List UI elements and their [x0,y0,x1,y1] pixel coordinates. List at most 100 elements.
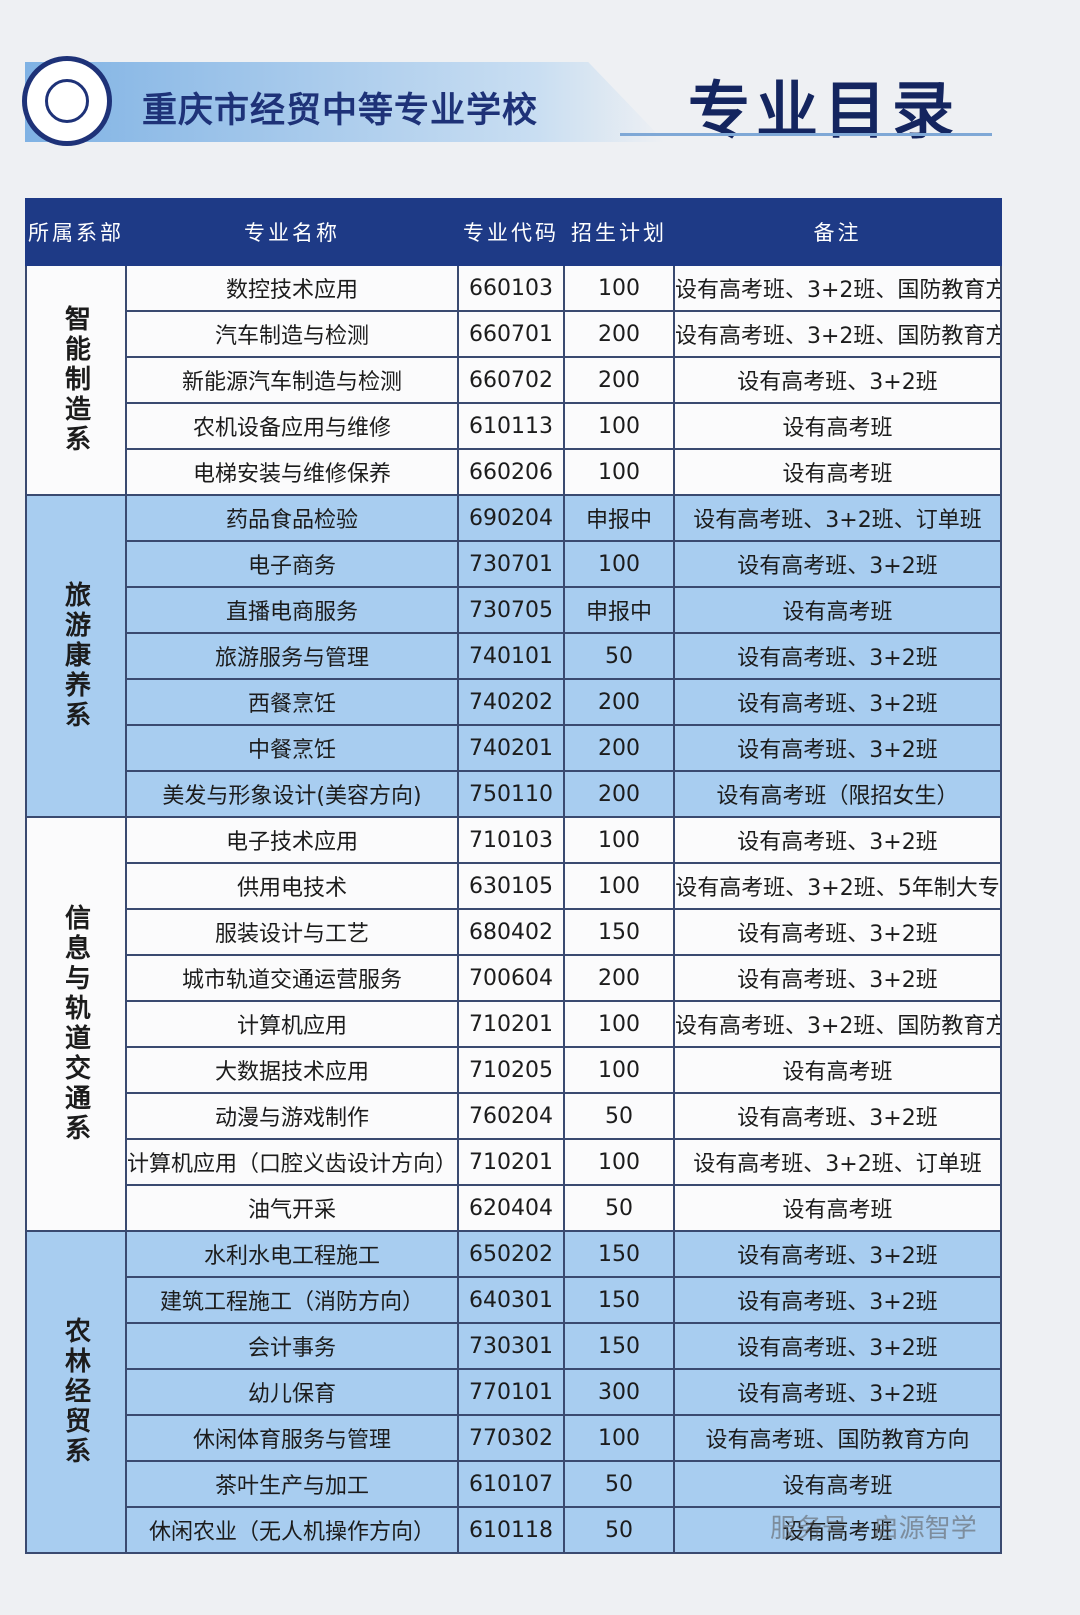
remark: 设有高考班、3+2班 [673,1368,1002,1416]
enrollment-plan: 200 [563,356,675,404]
major-code: 760204 [457,1092,565,1140]
enrollment-plan: 50 [563,1460,675,1508]
major-code: 740202 [457,678,565,726]
major-name: 茶叶生产与加工 [125,1460,459,1508]
enrollment-plan: 200 [563,770,675,818]
major-name: 电子技术应用 [125,816,459,864]
major-code: 660206 [457,448,565,496]
department: 旅游康养系 [25,494,127,818]
enrollment-plan: 申报中 [563,494,675,542]
enrollment-plan: 100 [563,1046,675,1094]
major-name: 水利水电工程施工 [125,1230,459,1278]
remark: 设有高考班、3+2班、国防教育方向 [673,310,1002,358]
enrollment-plan: 100 [563,816,675,864]
major-code: 650202 [457,1230,565,1278]
remark: 设有高考班、3+2班 [673,908,1002,956]
major-code: 640301 [457,1276,565,1324]
major-code: 710205 [457,1046,565,1094]
major-name: 休闲体育服务与管理 [125,1414,459,1462]
enrollment-plan: 100 [563,264,675,312]
major-code: 770302 [457,1414,565,1462]
major-code: 740201 [457,724,565,772]
remark: 设有高考班（限招女生） [673,770,1002,818]
table-row: 汽车制造与检测 660701 200 设有高考班、3+2班、国防教育方向 [26,310,1002,358]
enrollment-plan: 300 [563,1368,675,1416]
major-name: 大数据技术应用 [125,1046,459,1094]
table-row: 美发与形象设计(美容方向) 750110 200 设有高考班（限招女生） [26,770,1002,818]
table-row: 会计事务 730301 150 设有高考班、3+2班 [26,1322,1002,1370]
table-row: 城市轨道交通运营服务 700604 200 设有高考班、3+2班 [26,954,1002,1002]
remark: 设有高考班、3+2班 [673,1322,1002,1370]
column-header: 招生计划 [563,198,675,266]
table-row: 电梯安装与维修保养 660206 100 设有高考班 [26,448,1002,496]
enrollment-plan: 申报中 [563,586,675,634]
major-name: 动漫与游戏制作 [125,1092,459,1140]
remark: 设有高考班、3+2班 [673,1230,1002,1278]
enrollment-plan: 50 [563,1506,675,1554]
major-name: 农机设备应用与维修 [125,402,459,450]
remark: 设有高考班、3+2班 [673,1276,1002,1324]
major-code: 710201 [457,1138,565,1186]
school-name: 重庆市经贸中等专业学校 [142,90,539,131]
table-row: 服装设计与工艺 680402 150 设有高考班、3+2班 [26,908,1002,956]
major-name: 城市轨道交通运营服务 [125,954,459,1002]
table-row: 农林经贸系 水利水电工程施工 650202 150 设有高考班、3+2班 [25,1230,1002,1554]
major-name: 电梯安装与维修保养 [125,448,459,496]
enrollment-plan: 150 [563,1276,675,1324]
table-row: 新能源汽车制造与检测 660702 200 设有高考班、3+2班 [26,356,1002,404]
major-name: 汽车制造与检测 [125,310,459,358]
major-code: 660103 [457,264,565,312]
remark: 设有高考班 [673,448,1002,496]
remark: 设有高考班 [673,1046,1002,1094]
enrollment-plan: 200 [563,954,675,1002]
major-code: 660702 [457,356,565,404]
enrollment-plan: 200 [563,678,675,726]
enrollment-plan: 150 [563,1230,675,1278]
enrollment-plan: 100 [563,862,675,910]
title-rule [620,133,992,136]
major-code: 730301 [457,1322,565,1370]
watermark: 服务号 · 启源智学 [770,1514,977,1544]
major-code: 750110 [457,770,565,818]
table-row: 中餐烹饪 740201 200 设有高考班、3+2班 [26,724,1002,772]
major-name: 数控技术应用 [125,264,459,312]
department: 智能制造系 [25,264,127,496]
department: 信息与轨道交通系 [25,816,127,1232]
enrollment-plan: 100 [563,402,675,450]
enrollment-plan: 200 [563,310,675,358]
major-code: 700604 [457,954,565,1002]
table-row: 计算机应用 710201 100 设有高考班、3+2班、国防教育方向 [26,1000,1002,1048]
major-code: 740101 [457,632,565,680]
major-code: 630105 [457,862,565,910]
remark: 设有高考班 [673,1506,1002,1554]
remark: 设有高考班、3+2班、国防教育方向 [673,264,1002,312]
table-row: 信息与轨道交通系 电子技术应用 710103 100 设有高考班、3+2班 [25,816,1002,1232]
table-row: 动漫与游戏制作 760204 50 设有高考班、3+2班 [26,1092,1002,1140]
column-header: 备注 [673,198,1002,266]
header-row: 所属系部 专业名称 专业代码 招生计划 备注 [25,198,1002,266]
table-row: 休闲体育服务与管理 770302 100 设有高考班、国防教育方向 [26,1414,1002,1462]
major-code: 710201 [457,1000,565,1048]
major-name: 油气开采 [125,1184,459,1232]
table-row: 幼儿保育 770101 300 设有高考班、3+2班 [26,1368,1002,1416]
major-name: 新能源汽车制造与检测 [125,356,459,404]
enrollment-plan: 200 [563,724,675,772]
major-name: 建筑工程施工（消防方向） [125,1276,459,1324]
major-name: 中餐烹饪 [125,724,459,772]
remark: 设有高考班、3+2班 [673,632,1002,680]
major-code: 620404 [457,1184,565,1232]
table-row: 休闲农业（无人机操作方向） 610118 50 设有高考班 [26,1506,1002,1554]
remark: 设有高考班、3+2班 [673,816,1002,864]
major-name: 休闲农业（无人机操作方向） [125,1506,459,1554]
enrollment-plan: 150 [563,1322,675,1370]
remark: 设有高考班、3+2班、5年制大专 [673,862,1002,910]
table-row: 农机设备应用与维修 610113 100 设有高考班 [26,402,1002,450]
enrollment-plan: 50 [563,1184,675,1232]
major-name: 服装设计与工艺 [125,908,459,956]
remark: 设有高考班、3+2班 [673,954,1002,1002]
major-code: 610118 [457,1506,565,1554]
major-name: 计算机应用 [125,1000,459,1048]
major-table: 所属系部 专业名称 专业代码 招生计划 备注 智能制造系 数控技术应用 660103 100 设… [25,198,1002,1554]
remark: 设有高考班、3+2班、订单班 [673,494,1002,542]
